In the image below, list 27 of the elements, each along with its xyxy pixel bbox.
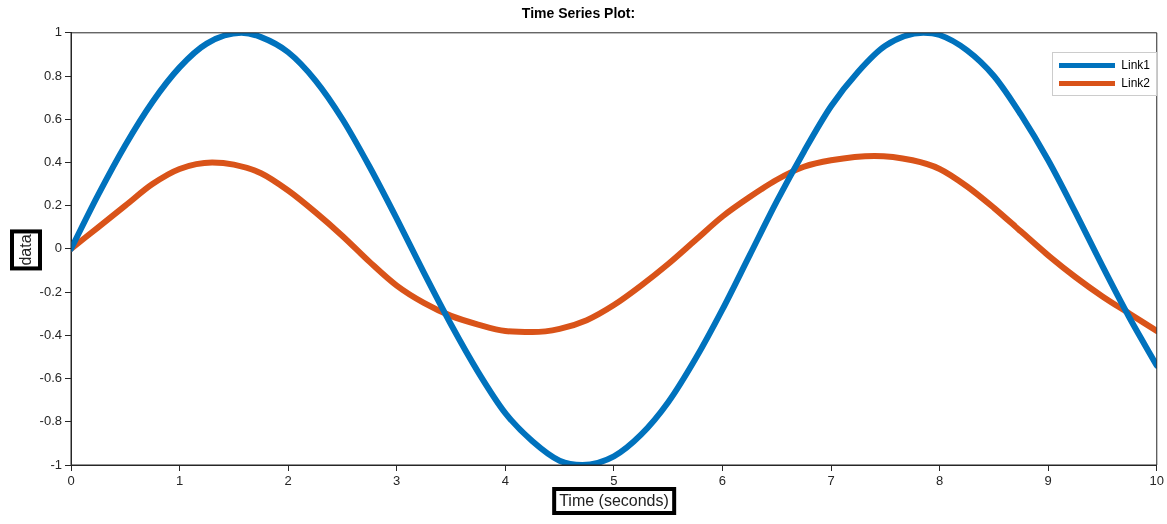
x-tick-label: 9: [1044, 473, 1052, 489]
x-tick-label: 2: [284, 473, 292, 489]
legend-label: Link2: [1121, 76, 1150, 90]
y-tick-label: 0.6: [43, 110, 62, 126]
y-tick-label: 0.8: [43, 67, 62, 83]
x-tick-label: 7: [827, 473, 835, 489]
y-axis-title: data: [17, 234, 35, 266]
x-tick-label: 0: [67, 473, 75, 489]
x-tick-label: 8: [936, 473, 944, 489]
y-tick-label: -0.4: [39, 326, 62, 342]
x-axis-title: Time (seconds): [552, 487, 676, 515]
x-tick-label: 5: [610, 473, 618, 489]
x-tick-label: 3: [393, 473, 401, 489]
x-tick-label: 4: [501, 473, 509, 489]
x-tick-label: 1: [175, 473, 184, 489]
x-tick-label: 6: [718, 473, 727, 489]
y-tick-label: -0.6: [39, 370, 62, 386]
legend-label: Link1: [1121, 58, 1150, 72]
chart-title: Time Series Plot:: [521, 5, 636, 22]
y-tick-label: 0: [54, 240, 62, 256]
y-tick-label: 0.2: [43, 197, 62, 213]
y-tick-label: -1: [50, 456, 62, 472]
y-tick-label: -0.2: [39, 283, 62, 299]
y-tick-label: 0.4: [43, 154, 62, 170]
x-tick-label: 10: [1149, 473, 1164, 489]
y-tick-label: 1: [54, 24, 62, 40]
y-tick-label: -0.8: [39, 413, 62, 429]
